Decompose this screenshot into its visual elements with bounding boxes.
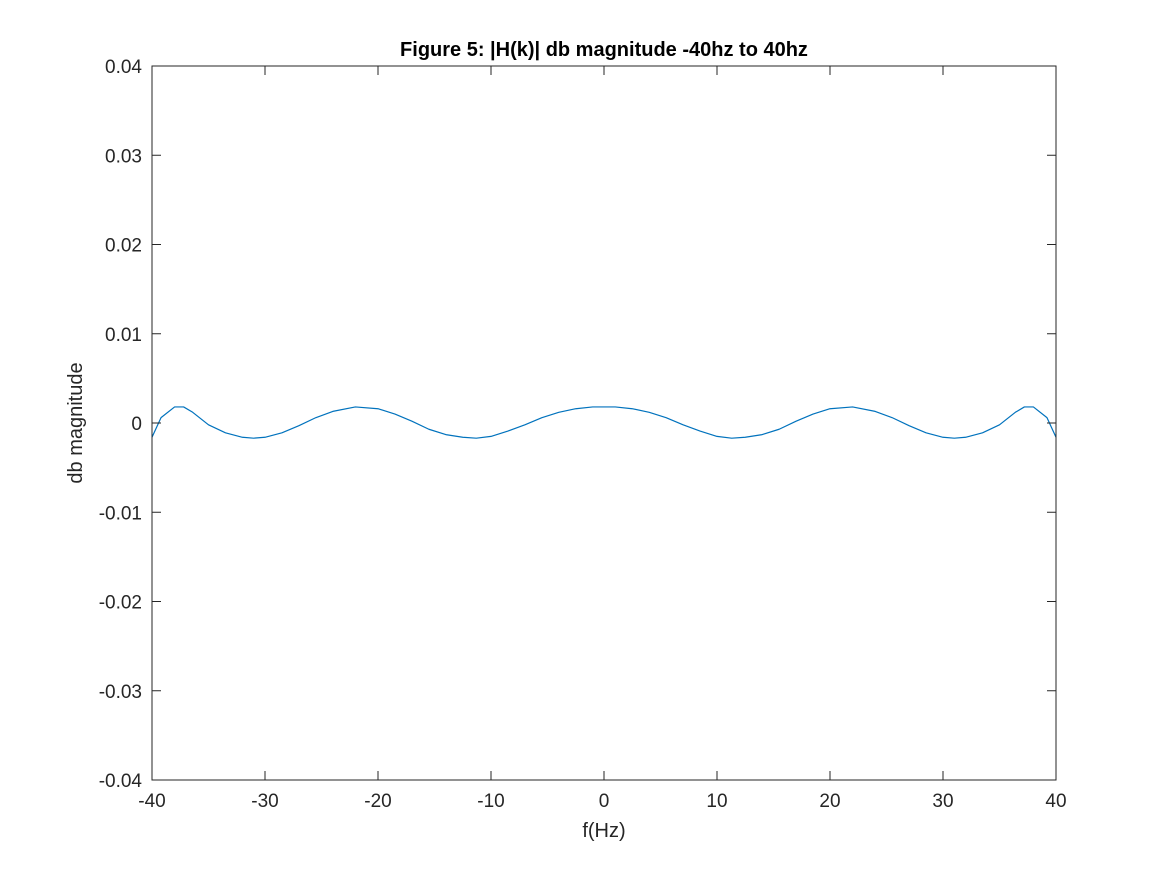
x-tick-label: -20 bbox=[364, 791, 391, 812]
y-tick-label: 0.02 bbox=[105, 236, 142, 257]
x-tick-label: 0 bbox=[599, 791, 610, 812]
axes-box bbox=[151, 65, 1057, 781]
series-line bbox=[151, 406, 1057, 439]
y-tick-label: 0.04 bbox=[105, 57, 142, 78]
x-tick-label: 20 bbox=[819, 791, 840, 812]
x-axis-label: f(Hz) bbox=[582, 820, 625, 842]
y-axis-label: db magnitude bbox=[65, 362, 87, 483]
y-tick-label: 0.01 bbox=[105, 325, 142, 346]
x-tick-label: 40 bbox=[1045, 791, 1066, 812]
x-tick-label: 30 bbox=[932, 791, 953, 812]
y-tick-label: -0.01 bbox=[99, 503, 142, 524]
y-tick-label: 0.03 bbox=[105, 146, 142, 167]
tick-layer: -40 -30 -20 -10 0 10 20 30 40 -0.04 -0.03 -0.02 -0.0… bbox=[99, 57, 1067, 812]
x-tick-label: -30 bbox=[251, 791, 278, 812]
x-tick-label: -40 bbox=[138, 791, 165, 812]
y-tick-label: -0.04 bbox=[99, 771, 143, 792]
x-tick-label: -10 bbox=[477, 791, 504, 812]
plot-area bbox=[152, 66, 1056, 780]
x-tick-label: 10 bbox=[706, 791, 727, 812]
y-tick-label: -0.03 bbox=[99, 682, 142, 703]
y-tick-label: -0.02 bbox=[99, 593, 142, 614]
chart-title: Figure 5: |H(k)| db magnitude -40hz to 4… bbox=[400, 39, 808, 61]
y-tick-label: 0 bbox=[131, 414, 142, 435]
series-layer bbox=[151, 406, 1057, 439]
